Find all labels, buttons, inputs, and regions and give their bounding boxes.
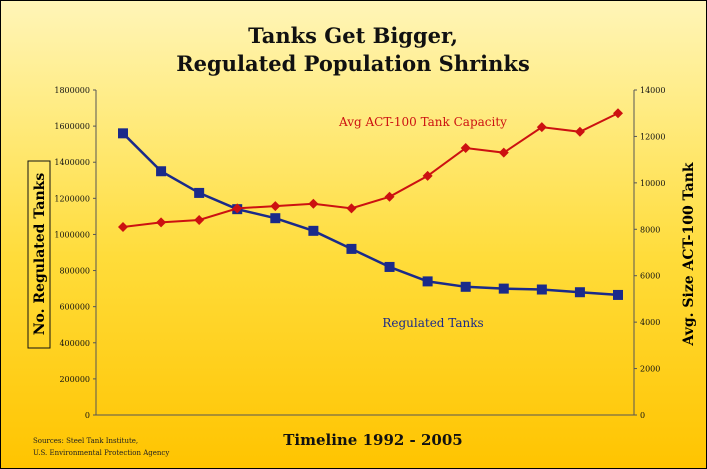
right-tick-label: 12000 — [640, 132, 665, 141]
right-tick-label: 10000 — [640, 179, 665, 188]
chart-title-line-1: Tanks Get Bigger, — [248, 23, 458, 48]
left-tick-label: 200000 — [59, 375, 90, 384]
left-axis-label-box — [27, 160, 51, 349]
left-tick-label: 1800000 — [54, 86, 90, 95]
series-line-avg-act-100-tank-capacity — [122, 112, 619, 228]
data-point-avg-act-100-tank-capacity — [232, 203, 243, 214]
left-tick-label: 600000 — [59, 303, 90, 312]
chart-title-line-2: Regulated Population Shrinks — [176, 51, 530, 76]
series-label-capacity: Avg ACT-100 Tank Capacity — [338, 115, 507, 129]
series-label-regulated-tanks: Regulated Tanks — [382, 316, 483, 330]
left-tick-label: 800000 — [59, 267, 90, 276]
data-point-regulated-tanks — [536, 284, 547, 295]
data-point-avg-act-100-tank-capacity — [346, 203, 357, 214]
left-tick-label: 400000 — [59, 339, 90, 348]
data-point-avg-act-100-tank-capacity — [498, 147, 509, 158]
left-tick-label: 1000000 — [54, 230, 90, 239]
right-tick-label: 6000 — [640, 272, 660, 281]
data-point-avg-act-100-tank-capacity — [536, 122, 547, 133]
right-tick-label: 14000 — [640, 86, 665, 95]
right-axis-label: Avg. Size ACT-100 Tank — [681, 162, 697, 346]
left-tick-label: 1200000 — [54, 194, 90, 203]
axes — [95, 90, 635, 416]
data-point-regulated-tanks — [194, 187, 205, 198]
data-point-avg-act-100-tank-capacity — [422, 170, 433, 181]
data-point-regulated-tanks — [613, 289, 623, 300]
data-point-regulated-tanks — [270, 213, 281, 224]
data-point-regulated-tanks — [156, 166, 167, 177]
right-tick-label: 4000 — [640, 318, 660, 327]
series-layer — [118, 108, 623, 300]
data-point-regulated-tanks — [422, 276, 433, 287]
right-tick-label: 2000 — [640, 365, 660, 374]
source-line-2: U.S. Environmental Protection Agency — [33, 449, 169, 457]
right-tick-label: 0 — [640, 411, 645, 420]
left-axis-ticks: 0 200000 400000 600000 800000 1000000 1200000 1… — [54, 86, 96, 420]
data-point-avg-act-100-tank-capacity — [118, 221, 128, 232]
data-point-regulated-tanks — [346, 243, 357, 254]
data-point-regulated-tanks — [118, 128, 128, 139]
data-point-avg-act-100-tank-capacity — [194, 215, 205, 225]
source-line-1: Sources: Steel Tank Institute, — [33, 437, 138, 445]
right-axis-ticks: 0 2000 4000 6000 8000 10000 12000 14000 — [634, 86, 665, 420]
left-axis-label: No. Regulated Tanks — [32, 173, 48, 336]
data-point-avg-act-100-tank-capacity — [613, 108, 623, 119]
data-point-regulated-tanks — [384, 261, 395, 272]
left-tick-label: 1600000 — [54, 122, 90, 131]
data-point-avg-act-100-tank-capacity — [270, 201, 281, 212]
data-point-regulated-tanks — [308, 225, 319, 236]
data-point-avg-act-100-tank-capacity — [156, 217, 167, 228]
data-point-avg-act-100-tank-capacity — [574, 126, 585, 137]
series-line-regulated-tanks — [122, 132, 619, 297]
left-tick-label: 1400000 — [54, 158, 90, 167]
data-point-avg-act-100-tank-capacity — [384, 191, 395, 202]
x-axis-label: Timeline 1992 - 2005 — [283, 431, 463, 449]
data-point-regulated-tanks — [460, 281, 471, 292]
right-tick-label: 8000 — [640, 225, 660, 234]
data-point-regulated-tanks — [498, 283, 509, 294]
data-point-regulated-tanks — [574, 287, 585, 298]
left-tick-label: 0 — [85, 411, 90, 420]
data-point-avg-act-100-tank-capacity — [460, 143, 471, 154]
data-point-avg-act-100-tank-capacity — [308, 198, 319, 209]
